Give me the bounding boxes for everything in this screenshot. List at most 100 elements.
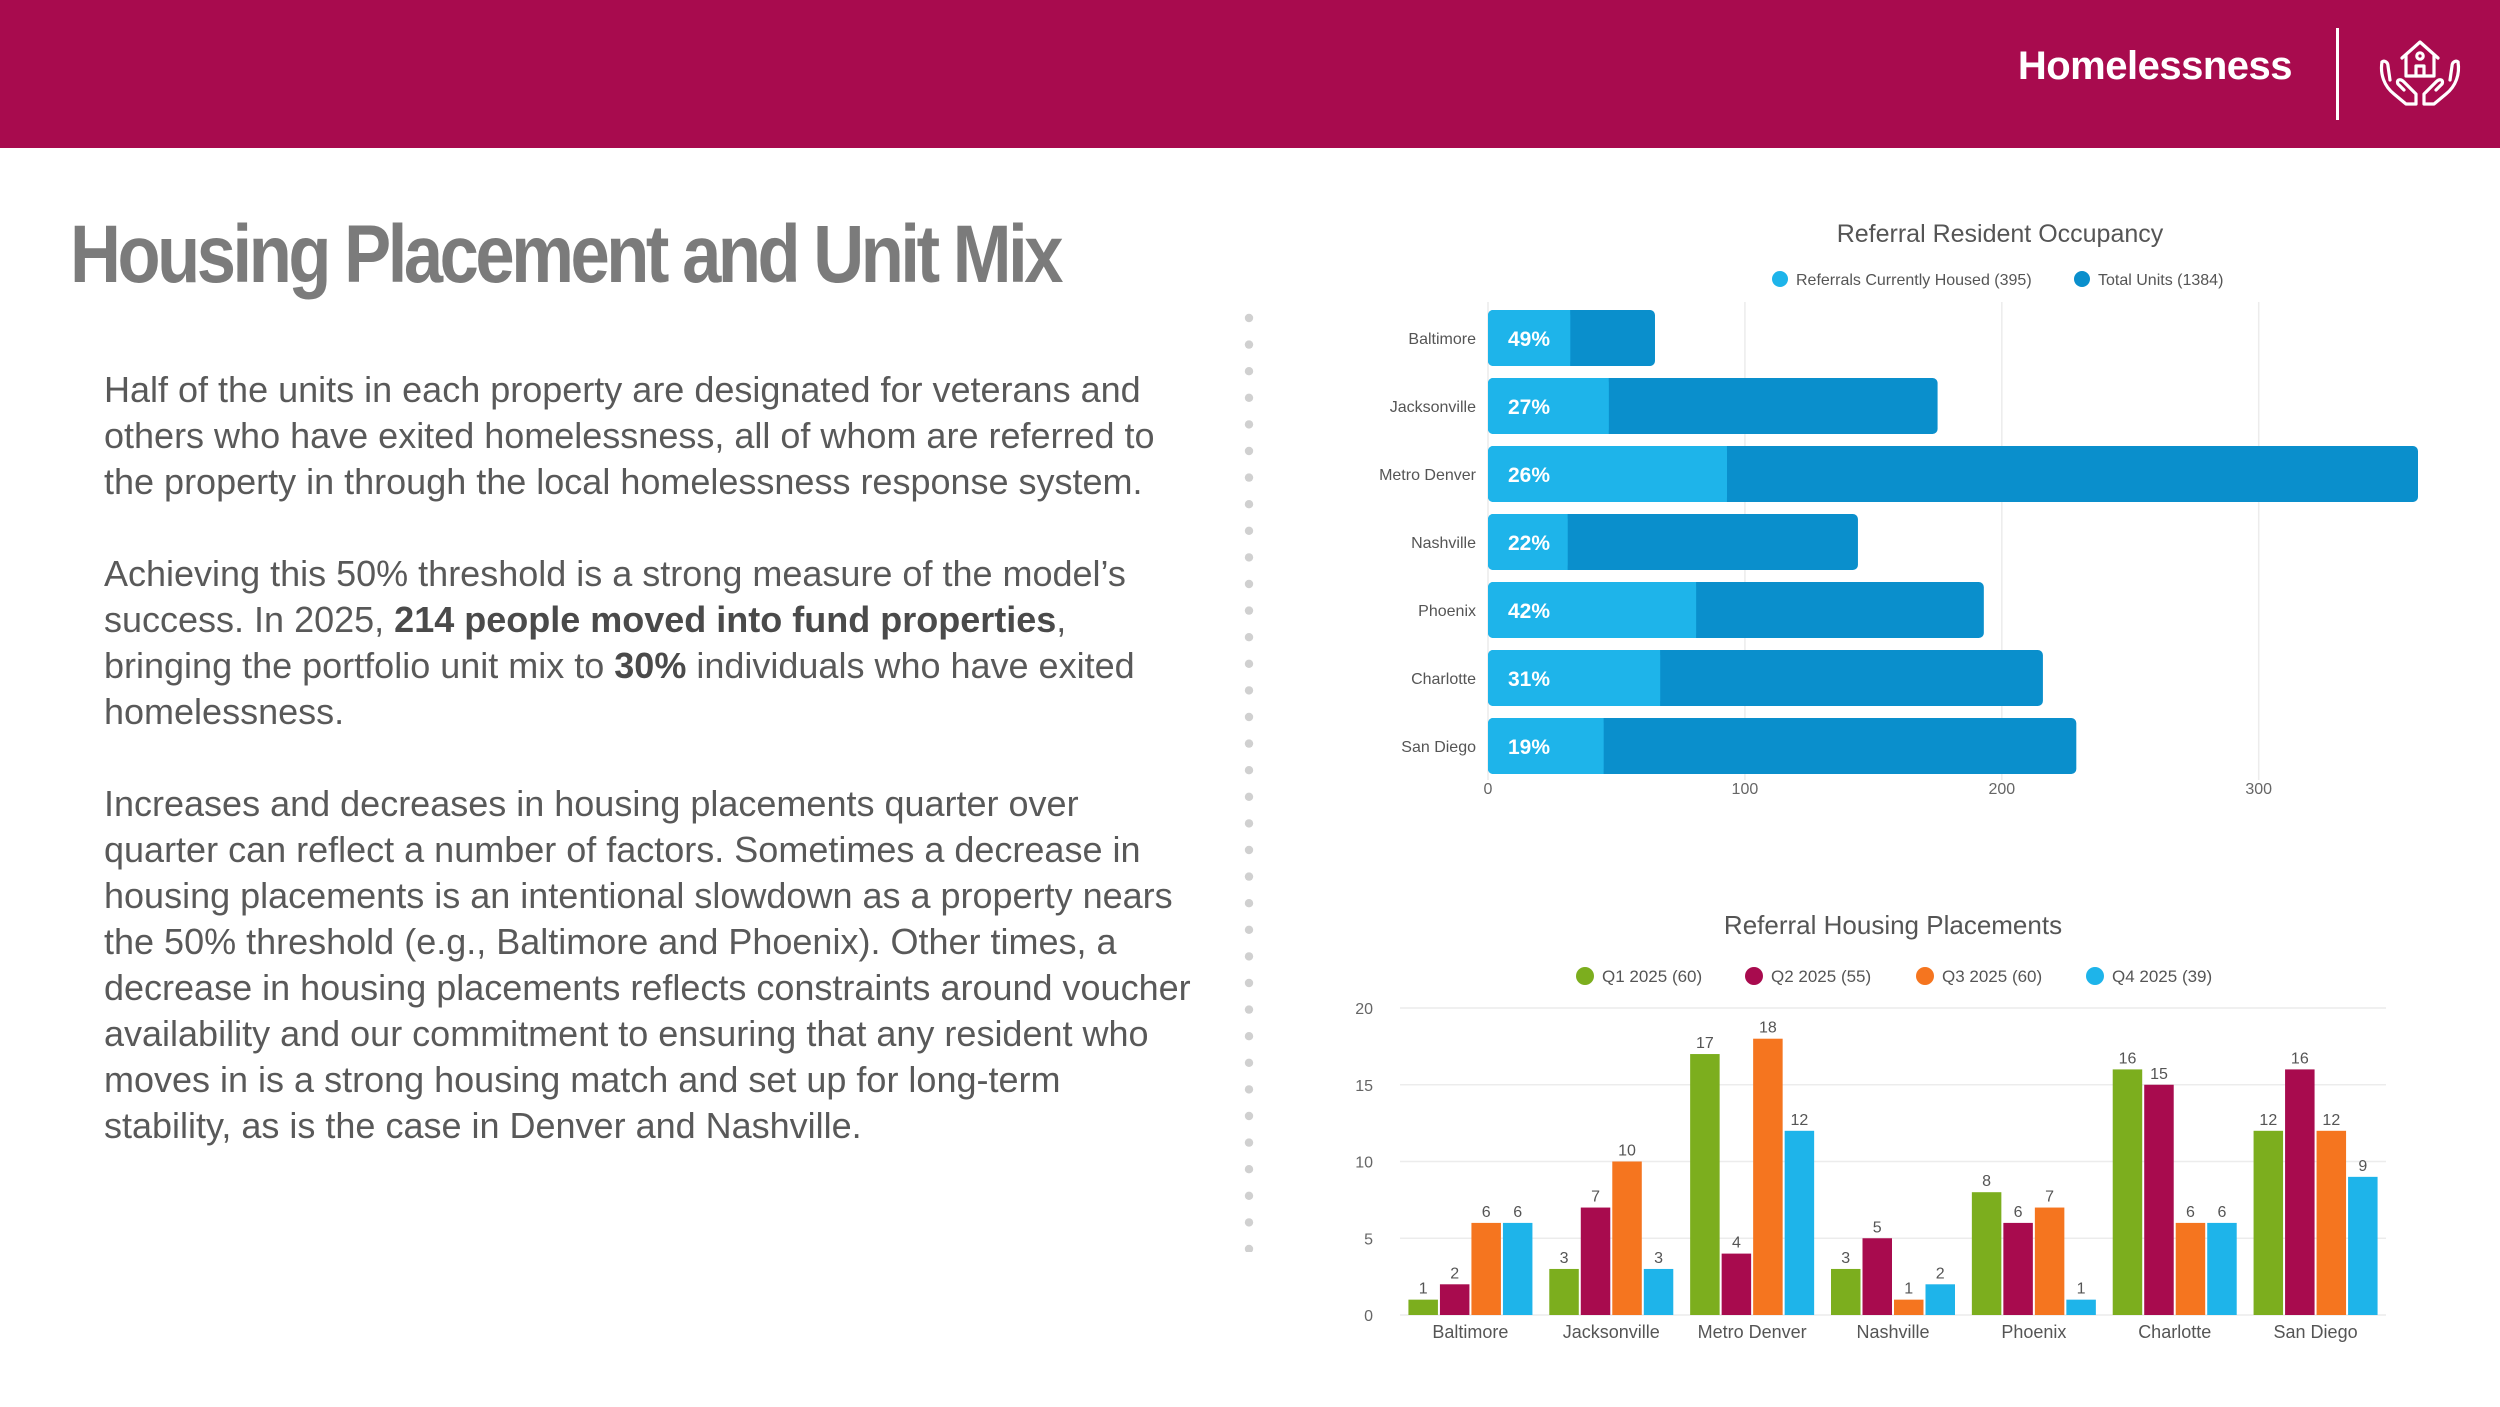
legend-label-0: Q1 2025 (60) xyxy=(1602,967,1702,986)
legend-marker-2 xyxy=(1916,967,1934,985)
divider-dot xyxy=(1244,553,1254,562)
section-label: Homelessness xyxy=(2017,44,2293,88)
column-bar xyxy=(1549,1268,1579,1315)
category-label: Metro Denver xyxy=(1379,467,1477,484)
bar-referrals-housed-fill xyxy=(1493,310,1571,366)
paragraph-2: Achieving this 50% threshold is a strong… xyxy=(104,553,1135,732)
data-label: 6 xyxy=(1482,1204,1491,1221)
placements-column-chart: Referral Housing Placements Q1 2025 (60) Q… xyxy=(1355,910,2386,1342)
divider-dot xyxy=(1244,712,1254,722)
data-label: 16 xyxy=(2119,1050,2137,1067)
x-tick-label: 300 xyxy=(2245,781,2272,798)
y-tick-label: 10 xyxy=(1355,1155,1373,1172)
divider-dot xyxy=(1244,819,1254,828)
divider-dot xyxy=(1244,659,1254,668)
column-bar xyxy=(1925,1284,1955,1315)
column-bar xyxy=(1862,1238,1892,1315)
legend-label-1: Q2 2025 (55) xyxy=(1771,967,1871,986)
hands-holding-house-icon xyxy=(2379,40,2461,106)
data-label: 3 xyxy=(1841,1250,1850,1267)
column-bar xyxy=(2112,1069,2143,1315)
column-bar xyxy=(1612,1161,1642,1315)
divider-dot xyxy=(1244,340,1254,349)
data-label: 1 xyxy=(1419,1281,1428,1298)
x-tick-label: 100 xyxy=(1732,781,1759,798)
divider-dot xyxy=(1244,1218,1254,1227)
divider-dot xyxy=(1244,420,1254,429)
data-label: 17 xyxy=(1696,1035,1714,1052)
divider-dot xyxy=(1244,952,1254,961)
divider-dot xyxy=(1244,1111,1254,1121)
column-bar xyxy=(2285,1069,2315,1315)
category-label: Phoenix xyxy=(2001,1322,2066,1342)
y-tick-label: 5 xyxy=(1364,1231,1373,1248)
divider-dot xyxy=(1244,606,1254,615)
divider-dot xyxy=(1244,579,1254,589)
column-bar xyxy=(2348,1176,2378,1315)
divider-dot xyxy=(1244,925,1254,934)
bar-referrals-housed-fill xyxy=(1493,718,1604,774)
highlight-unit-mix: 30% xyxy=(614,645,687,686)
data-label: 16 xyxy=(2291,1050,2309,1067)
data-label: 2 xyxy=(1450,1265,1459,1282)
divider-dot xyxy=(1244,872,1254,881)
data-label: 9 xyxy=(2358,1158,2367,1175)
column-bar xyxy=(2253,1130,2284,1315)
divider-dot xyxy=(1244,473,1254,482)
column-bar xyxy=(2175,1222,2206,1315)
legend-label-3: Q4 2025 (39) xyxy=(2112,967,2212,986)
legend-label-1: Total Units (1384) xyxy=(2098,272,2223,289)
column-bar xyxy=(2034,1207,2065,1315)
x-tick-label: 0 xyxy=(1484,781,1493,798)
data-label: 6 xyxy=(2186,1204,2195,1221)
column-bar xyxy=(1471,1222,1501,1315)
y-tick-label: 0 xyxy=(1364,1308,1373,1325)
column-bar xyxy=(2316,1130,2347,1315)
data-label: 19% xyxy=(1508,736,1550,759)
bar-referrals-housed-fill xyxy=(1493,582,1697,638)
data-label: 8 xyxy=(1982,1173,1991,1190)
column-bar xyxy=(1753,1038,1783,1315)
divider-dot xyxy=(1244,1244,1254,1252)
data-label: 31% xyxy=(1508,668,1550,691)
bar-referrals-housed-fill xyxy=(1493,514,1568,570)
data-label: 1 xyxy=(2077,1281,2086,1298)
y-tick-label: 20 xyxy=(1355,1001,1373,1018)
column-bar xyxy=(1439,1284,1470,1315)
category-label: Nashville xyxy=(1856,1322,1929,1342)
divider-dot xyxy=(1244,1032,1254,1041)
highlight-moved-in: 214 people moved into fund properties xyxy=(394,599,1057,640)
legend-label-2: Q3 2025 (60) xyxy=(1942,967,2042,986)
data-label: 6 xyxy=(1513,1204,1522,1221)
category-label: Jacksonville xyxy=(1390,399,1476,416)
header-divider xyxy=(2336,28,2339,120)
category-label: Phoenix xyxy=(1418,603,1476,620)
divider-dot xyxy=(1244,1165,1254,1174)
occupancy-bar-chart: Referral Resident Occupancy Referrals Cur… xyxy=(1379,220,2418,798)
divider-dot xyxy=(1244,1005,1254,1014)
data-label: 1 xyxy=(1904,1281,1913,1298)
data-label: 7 xyxy=(2045,1189,2054,1206)
body-text: Half of the units in each property are d… xyxy=(104,367,1194,1195)
divider-dot xyxy=(1244,500,1254,509)
page-title: Housing Placement and Unit Mix xyxy=(70,209,1063,300)
data-label: 3 xyxy=(1654,1250,1663,1267)
category-label: Charlotte xyxy=(2138,1322,2211,1342)
column-bar xyxy=(1502,1222,1533,1315)
data-label: 6 xyxy=(2014,1204,2023,1221)
divider-dot xyxy=(1244,739,1254,748)
y-tick-label: 15 xyxy=(1355,1078,1373,1095)
column-bar xyxy=(1971,1192,2002,1315)
legend-marker-1 xyxy=(1745,967,1763,985)
data-label: 7 xyxy=(1591,1189,1600,1206)
column-bar xyxy=(1894,1299,1924,1315)
category-label: San Diego xyxy=(1401,739,1476,756)
dotted-divider xyxy=(1244,313,1254,1252)
category-label: Metro Denver xyxy=(1698,1322,1807,1342)
data-label: 12 xyxy=(2322,1112,2340,1129)
divider-dot xyxy=(1244,1138,1254,1147)
column-bar xyxy=(2066,1299,2096,1315)
divider-dot xyxy=(1244,766,1254,775)
divider-dot xyxy=(1244,686,1254,695)
data-label: 42% xyxy=(1508,600,1550,623)
